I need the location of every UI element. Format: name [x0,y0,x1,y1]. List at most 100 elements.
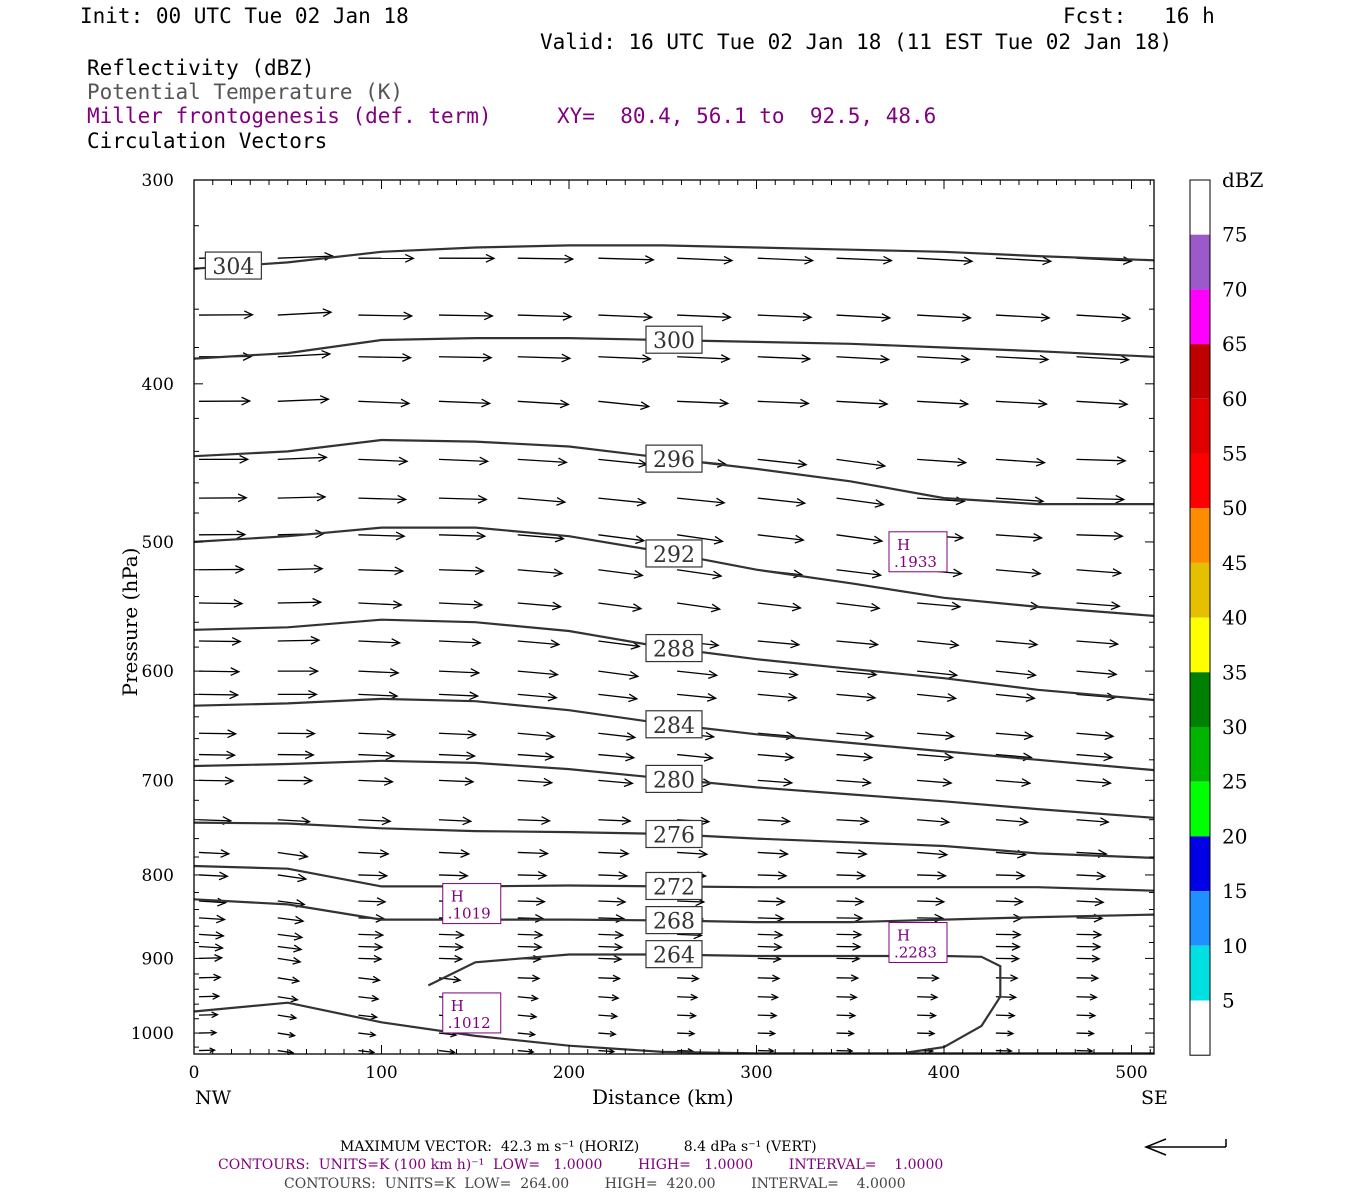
vector-head [474,566,485,576]
vector-head [369,1031,377,1038]
vector-head [373,954,383,963]
circulation-vector [677,1032,695,1035]
circulation-vector [1076,851,1107,855]
vector-head [1042,256,1053,266]
circulation-vector [517,670,558,676]
vector-head [943,752,955,762]
circulation-vector [277,567,323,571]
vector-head [236,530,247,540]
circulation-vector [198,995,219,998]
vector-head [784,752,795,762]
miller-max-box [442,883,502,925]
vector-head [1033,532,1044,542]
vector-head [691,974,700,983]
vector-head [613,954,623,963]
vector-head [1028,639,1039,649]
vector-head [1015,871,1026,881]
vector-head [534,930,544,940]
theta-contour-label: 296 [653,448,695,473]
circulation-vector [677,670,717,677]
vector-head [551,601,563,611]
vector-head [853,913,864,923]
valid-time: Valid: 16 UTC Tue 02 Jan 18 (11 EST Tue … [540,30,1173,54]
circulation-vector [757,957,781,960]
vector-head [215,914,227,924]
vector-head [293,932,304,941]
theta-contour-label: 304 [212,255,254,280]
circulation-vector [836,732,874,737]
vector-head [556,497,567,506]
circulation-vector [995,900,1023,903]
vector-head [1035,457,1046,467]
theta-label-box [645,764,703,794]
vector-head [288,1031,297,1038]
circulation-vector [438,933,464,936]
circulation-vector [358,670,399,674]
circulation-vector [677,569,722,577]
vector-head [1101,778,1113,787]
vector-head [1119,354,1131,364]
vector-head [404,253,415,263]
circulation-vector [598,458,647,465]
circulation-vector [1076,458,1126,462]
circulation-vector [198,779,234,782]
colorbar-segment [1190,234,1210,290]
vector-head [928,1030,936,1037]
circulation-vector [517,1014,537,1018]
vector-head [614,930,625,940]
vector-head [243,310,254,320]
colorbar-segment [1190,180,1210,235]
se-end-label: SE [1141,1087,1168,1109]
vector-head [930,993,939,1001]
vector-head [715,497,726,507]
circulation-vector [995,732,1033,737]
vector-head [1118,399,1129,409]
vector-head [220,849,231,858]
x-tick-label: 400 [928,1063,960,1083]
miller-max-value: .1019 [448,905,491,923]
circulation-vector [836,640,878,646]
vector-head [541,816,552,826]
vector-head [1116,456,1127,466]
vector-head [797,459,808,469]
colorbar-segment [1190,672,1210,727]
x-tick-label: 100 [365,1063,397,1083]
vector-head [625,752,636,762]
vector-head [771,974,781,983]
vector-head [612,974,622,983]
vector-head [769,1012,778,1019]
circulation-vector [757,640,799,646]
circulation-vector [677,933,702,937]
circulation-vector [757,851,788,855]
vector-head [458,871,469,881]
circulation-vector [598,732,635,739]
vector-head [385,751,396,761]
circulation-vector [917,640,959,646]
vector-head [537,871,548,880]
vector-head [1010,974,1019,982]
theta-contour-info: CONTOURS: UNITS=K LOW= 264.00 HIGH= 420.… [284,1176,906,1192]
colorbar-label: 5 [1222,989,1235,1013]
circulation-vector [757,900,785,903]
x-axis-title: Distance (km) [592,1085,734,1109]
vector-head [633,570,644,579]
colorbar-segment [1190,781,1210,837]
circulation-vector [836,996,857,998]
circulation-vector [757,400,809,405]
potential-temperature-title: Potential Temperature (K) [87,80,404,104]
vector-head [469,691,480,701]
circulation-vector [836,458,885,467]
vector-head [1107,669,1118,679]
circulation-vector [517,534,564,540]
circulation-vector [438,779,474,783]
vector-head [293,944,303,953]
circulation-vector [598,996,619,999]
vector-head [1012,930,1022,939]
vector-head [464,777,475,786]
vector-head [946,693,958,702]
vector-head [793,569,804,579]
circulation-vector [917,693,956,700]
vector-head [721,312,732,322]
